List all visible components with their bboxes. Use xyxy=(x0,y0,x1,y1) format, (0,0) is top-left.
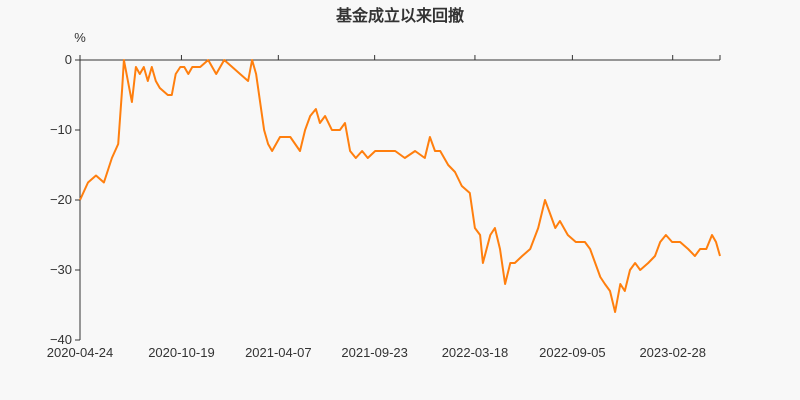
y-tick-label: −40 xyxy=(50,332,72,347)
y-tick-label: 0 xyxy=(65,52,72,67)
y-axis-unit-label: % xyxy=(74,30,86,45)
series-line xyxy=(79,59,721,313)
x-tick-label: 2020-04-24 xyxy=(47,345,114,360)
x-tick-label: 2021-09-23 xyxy=(341,345,408,360)
chart-title: 基金成立以来回撤 xyxy=(335,6,464,25)
plot-area xyxy=(79,59,721,313)
y-tick-label: −20 xyxy=(50,192,72,207)
x-tick-label: 2022-09-05 xyxy=(539,345,606,360)
x-tick-label: 2021-04-07 xyxy=(245,345,312,360)
y-tick-label: −10 xyxy=(50,122,72,137)
x-tick-label: 2020-10-19 xyxy=(148,345,215,360)
x-tick-label: 2023-02-28 xyxy=(639,345,706,360)
x-tick-label: 2022-03-18 xyxy=(442,345,509,360)
y-tick-label: −30 xyxy=(50,262,72,277)
